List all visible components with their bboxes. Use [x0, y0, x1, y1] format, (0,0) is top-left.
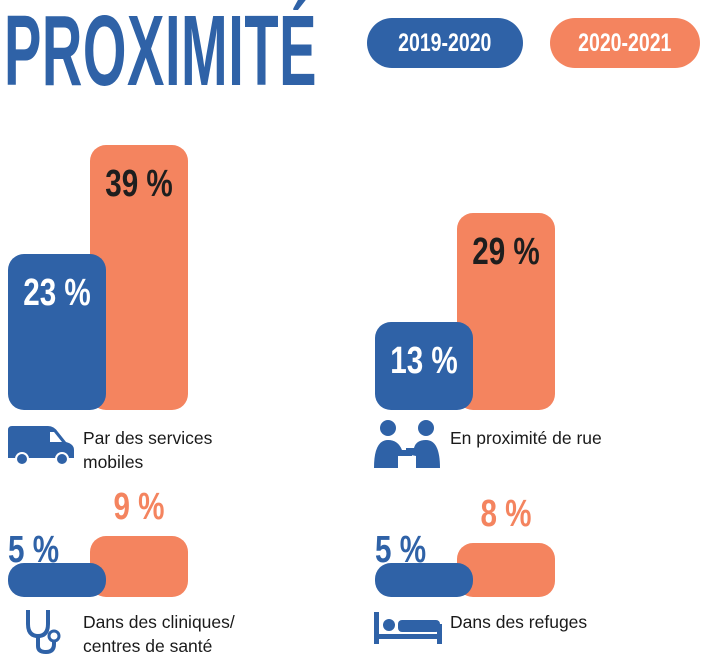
- van-icon: [8, 426, 74, 466]
- bar: [90, 535, 188, 597]
- legend-item: 2019-2020: [367, 18, 523, 68]
- value-label: 5 %: [8, 529, 60, 571]
- bar: [375, 321, 473, 410]
- legend-item: 2020-2021: [550, 18, 700, 68]
- value-label: 23 %: [23, 271, 91, 314]
- value-label: 9 %: [113, 485, 165, 528]
- value-label: 39 %: [105, 162, 173, 205]
- value-label: 13 %: [390, 339, 458, 382]
- people-icon: [374, 420, 440, 468]
- category-label: Par des services mobiles: [83, 428, 213, 472]
- stethoscope-icon: [26, 610, 61, 655]
- legend-label: 2019-2020: [398, 28, 492, 57]
- bar: [457, 542, 555, 597]
- category-label: Dans des refuges: [450, 612, 588, 632]
- bar: [90, 144, 188, 410]
- bar: [8, 253, 106, 410]
- bar: [8, 563, 106, 597]
- category-label: En proximité de rue: [450, 428, 602, 448]
- bar: [375, 563, 473, 597]
- bed-icon: [374, 612, 442, 644]
- value-label: 5 %: [375, 529, 427, 571]
- legend-label: 2020-2021: [578, 28, 672, 57]
- category-label: Dans des cliniques/ centres de santé: [83, 612, 235, 656]
- value-label: 8 %: [480, 492, 532, 535]
- title: PROXIMITÉ: [4, 0, 318, 107]
- bar: [457, 212, 555, 410]
- value-label: 29 %: [472, 230, 540, 273]
